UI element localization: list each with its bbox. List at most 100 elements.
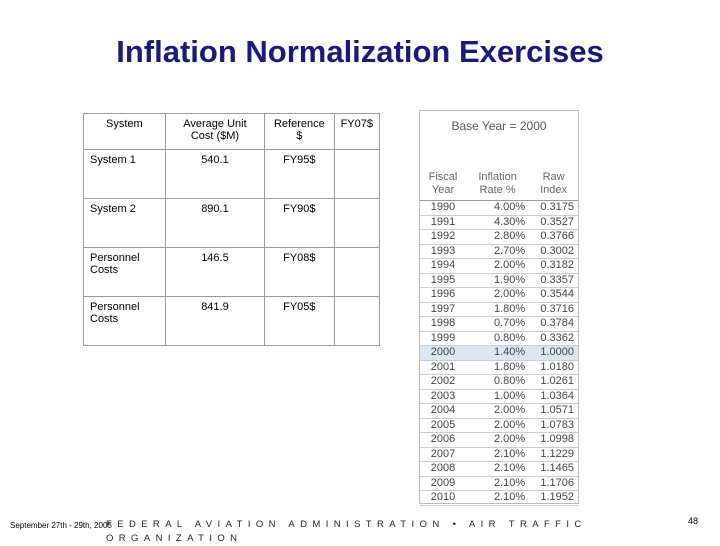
system-table: System Average Unit Cost ($M) Reference $ F… <box>83 113 381 346</box>
table-cell: 0.3544 <box>529 287 578 303</box>
table-cell: 1.0571 <box>529 403 578 419</box>
table-row: 2009 2.10% 1.1706 <box>420 476 578 491</box>
table-cell: 146.5 <box>164 247 266 297</box>
table-cell: 2.00% <box>466 432 530 448</box>
panel-title: Base Year = 2000 <box>451 119 547 133</box>
table-cell: 0.3357 <box>529 273 578 288</box>
table-cell: 0.80% <box>466 374 530 390</box>
table-cell: 2004 <box>420 403 466 419</box>
table-cell: 1991 <box>420 215 466 230</box>
table-cell: 0.3362 <box>529 331 578 346</box>
table-row: Personnel Costs 841.9 FY05$ <box>83 296 381 346</box>
table-cell: 0.3784 <box>529 316 578 332</box>
table-cell: 2.80% <box>466 229 530 245</box>
table-cell: 2003 <box>420 389 466 404</box>
table-row: 2000 1.40% 1.0000 <box>420 345 578 361</box>
table-row: System 2 890.1 FY90$ <box>83 198 381 248</box>
table-cell: System 2 <box>83 198 166 248</box>
header-cell: Inflation Rate % <box>466 168 530 201</box>
header-row: System Average Unit Cost ($M) Reference $ F… <box>83 113 381 150</box>
footer-organization: FEDERAL AVIATION ADMINISTRATION • AIR TR… <box>106 519 587 544</box>
table-cell: 1.0998 <box>529 432 578 448</box>
table-cell: 841.9 <box>164 296 266 346</box>
table-cell: 2005 <box>420 418 466 433</box>
table-cell: 2.10% <box>466 447 530 462</box>
table-cell: 2.00% <box>466 258 530 274</box>
table-row: 1995 1.90% 0.3357 <box>420 273 578 288</box>
table-cell: 1.1706 <box>529 476 578 491</box>
table-cell: 0.3002 <box>529 244 578 259</box>
table-cell: 1.90% <box>466 273 530 288</box>
table-cell: 1.0000 <box>529 345 578 361</box>
index-table: Fiscal Year Inflation Rate % Raw Index 1990… <box>420 168 578 506</box>
table-row: 2004 2.00% 1.0571 <box>420 403 578 419</box>
empty-cell <box>333 296 381 346</box>
table-row: 1992 2.80% 0.3766 <box>420 229 578 245</box>
table-cell: Personnel Costs <box>83 296 166 346</box>
table-cell: 1.80% <box>466 360 530 375</box>
table-cell: 2006 <box>420 432 466 448</box>
table-cell: 1997 <box>420 302 466 317</box>
table-cell: 0.3527 <box>529 215 578 230</box>
table-row: 2005 2.00% 1.0783 <box>420 418 578 433</box>
table-cell: 1.40% <box>466 345 530 361</box>
table-cell: 1.80% <box>466 302 530 317</box>
table-cell: 1993 <box>420 244 466 259</box>
header-cell: System <box>83 113 166 150</box>
table-cell: System 1 <box>83 149 166 199</box>
table-cell: FY95$ <box>264 149 335 199</box>
table-cell: 0.80% <box>466 331 530 346</box>
table-cell: 1.1465 <box>529 461 578 477</box>
index-panel: Base Year = 2000 Fiscal Year Inflation Ra… <box>419 110 579 506</box>
table-row: 2007 2.10% 1.1229 <box>420 447 578 462</box>
table-cell: 1999 <box>420 331 466 346</box>
table-cell: 1.1229 <box>529 447 578 462</box>
table-row: Personnel Costs 146.5 FY08$ <box>83 247 381 297</box>
table-cell: 1.0364 <box>529 389 578 404</box>
table-cell: 1.1952 <box>529 490 578 506</box>
header-cell: Fiscal Year <box>420 168 466 201</box>
header-cell: Raw Index <box>529 168 578 201</box>
table-row: 1996 2.00% 0.3544 <box>420 287 578 303</box>
table-cell: 4.30% <box>466 215 530 230</box>
table-cell: 2002 <box>420 374 466 390</box>
table-cell: Personnel Costs <box>83 247 166 297</box>
table-cell: 1.0180 <box>529 360 578 375</box>
table-cell: 0.3175 <box>529 200 578 216</box>
table-cell: 1992 <box>420 229 466 245</box>
table-row: 1998 0.70% 0.3784 <box>420 316 578 332</box>
table-cell: 0.70% <box>466 316 530 332</box>
table-cell: 2001 <box>420 360 466 375</box>
empty-cell <box>333 247 381 297</box>
table-row: 1993 2.70% 0.3002 <box>420 244 578 259</box>
table-cell: 1990 <box>420 200 466 216</box>
table-cell: FY05$ <box>264 296 335 346</box>
table-row: 2006 2.00% 1.0998 <box>420 432 578 448</box>
table-cell: 2000 <box>420 345 466 361</box>
table-cell: 1995 <box>420 273 466 288</box>
table-row: System 1 540.1 FY95$ <box>83 149 381 199</box>
table-row: 1991 4.30% 0.3527 <box>420 215 578 230</box>
table-cell: 2.10% <box>466 461 530 477</box>
table-cell: 1994 <box>420 258 466 274</box>
table-cell: 1.0783 <box>529 418 578 433</box>
table-cell: 2009 <box>420 476 466 491</box>
slide-title: Inflation Normalization Exercises <box>116 34 604 69</box>
table-cell: FY08$ <box>264 247 335 297</box>
table-cell: 2.10% <box>466 476 530 491</box>
table-cell: 2008 <box>420 461 466 477</box>
empty-cell <box>333 198 381 248</box>
table-cell: 540.1 <box>164 149 266 199</box>
table-cell: 1998 <box>420 316 466 332</box>
table-cell: 0.3182 <box>529 258 578 274</box>
header-cell: Average Unit Cost ($M) <box>164 113 266 150</box>
table-row: 1999 0.80% 0.3362 <box>420 331 578 346</box>
table-row: 2010 2.10% 1.1952 <box>420 490 578 506</box>
table-cell: 1.00% <box>466 389 530 404</box>
table-row: 1997 1.80% 0.3716 <box>420 302 578 317</box>
table-cell: 1996 <box>420 287 466 303</box>
table-row: 2001 1.80% 1.0180 <box>420 360 578 375</box>
table-cell: 2007 <box>420 447 466 462</box>
empty-cell <box>333 149 381 199</box>
table-row: 2002 0.80% 1.0261 <box>420 374 578 390</box>
